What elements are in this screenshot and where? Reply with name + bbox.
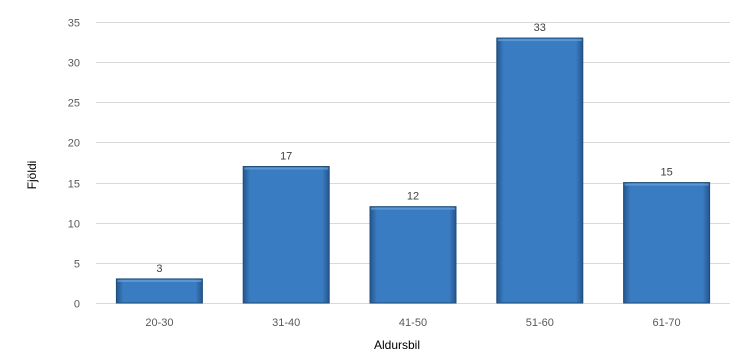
y-tick-label: 25	[68, 98, 80, 110]
y-tick-label: 30	[68, 58, 80, 70]
bar	[496, 37, 584, 304]
y-tick-label: 5	[74, 259, 80, 271]
data-label: 17	[280, 151, 292, 163]
bar-highlight	[497, 39, 582, 42]
data-label: 3	[156, 263, 162, 275]
bars	[115, 37, 711, 304]
y-tick-label: 35	[68, 18, 80, 30]
bar-highlight	[624, 183, 709, 186]
x-tick-label: 61-70	[653, 317, 681, 329]
data-label: 12	[407, 191, 419, 203]
bar-highlight	[117, 279, 202, 282]
y-tick-label: 10	[68, 219, 80, 231]
y-axis-ticks: 0 5 10 15 20 25 30 35	[68, 18, 80, 311]
x-axis-title: Aldursbil	[374, 338, 420, 352]
data-label: 33	[534, 22, 546, 34]
x-tick-label: 31-40	[272, 317, 300, 329]
x-tick-label: 51-60	[526, 317, 554, 329]
bar-highlight	[371, 207, 455, 210]
bar	[115, 278, 203, 304]
bar	[242, 166, 330, 304]
x-tick-label: 20-30	[145, 317, 173, 329]
bar	[369, 206, 457, 304]
y-tick-label: 20	[68, 138, 80, 150]
y-axis-title: Fjöldi	[25, 161, 39, 190]
x-axis-ticks: 20-30 31-40 41-50 51-60 61-70	[145, 317, 680, 329]
x-tick-label: 41-50	[399, 317, 427, 329]
data-labels: 3 17 12 33 15	[156, 22, 672, 275]
data-label: 15	[660, 167, 672, 179]
y-tick-label: 15	[68, 179, 80, 191]
bar-highlight	[244, 167, 329, 170]
y-tick-label: 0	[74, 299, 80, 311]
bar	[623, 182, 711, 304]
